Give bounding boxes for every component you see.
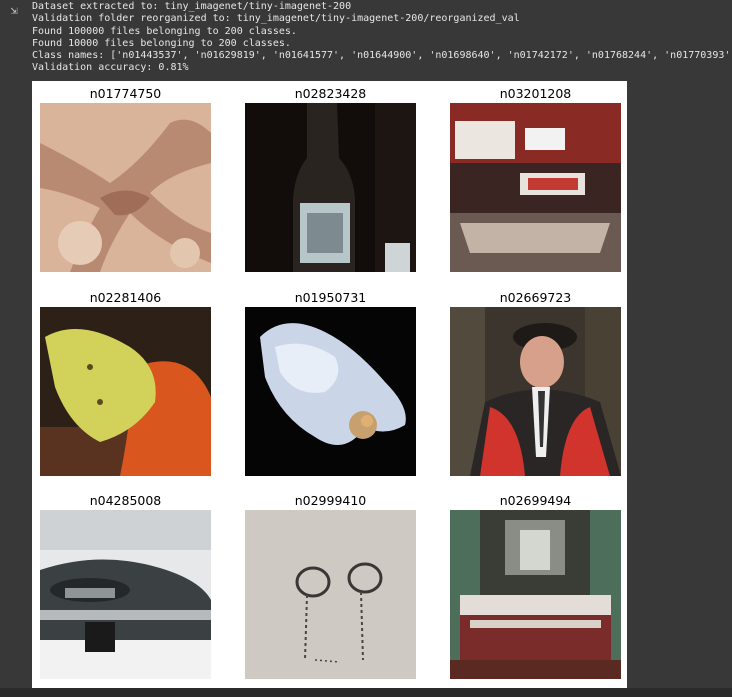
output-scroll-edge — [0, 688, 732, 697]
image-cell: n04285008 — [40, 492, 211, 679]
image-academic-gown — [450, 307, 621, 476]
image-cell: n02999410 — [245, 492, 416, 679]
log-line: Dataset extracted to: tiny_imagenet/tiny… — [32, 1, 352, 12]
log-line: Validation accuracy: 0.81% — [32, 62, 189, 74]
image-shop-sign — [450, 103, 621, 272]
image-title: n04285008 — [89, 493, 162, 508]
image-grid-figure: n01774750 n02823428 — [32, 81, 627, 688]
image-sports-car — [40, 510, 211, 679]
image-cell: n02669723 — [450, 289, 621, 476]
image-keyrings — [245, 510, 416, 679]
image-butterfly — [40, 307, 211, 476]
image-title: n02281406 — [89, 290, 162, 305]
log-line: Validation folder reorganized to: tiny_i… — [32, 13, 520, 25]
log-line: Found 100000 files belonging to 200 clas… — [32, 25, 297, 37]
image-cell: n02823428 — [245, 85, 416, 272]
image-cell: n02281406 — [40, 289, 211, 476]
image-sea-slug — [245, 307, 416, 476]
image-title: n02699494 — [499, 493, 572, 508]
image-cell: n01950731 — [245, 289, 416, 476]
image-bottle — [245, 103, 416, 272]
image-cell: n02699494 — [450, 492, 621, 679]
image-cell: n03201208 — [450, 85, 621, 272]
image-title: n02999410 — [294, 493, 367, 508]
image-cell: n01774750 — [40, 85, 211, 272]
log-line: Class names: ['n01443537', 'n01629819', … — [32, 50, 732, 62]
image-title: n02823428 — [294, 86, 367, 101]
image-title: n01950731 — [294, 290, 367, 305]
log-line: Found 10000 files belonging to 200 class… — [32, 37, 291, 49]
image-altar — [450, 510, 621, 679]
image-starfish-pattern — [40, 103, 211, 272]
output-log: Dataset extracted to: tiny_imagenet/tiny… — [32, 1, 732, 75]
image-title: n02669723 — [499, 290, 572, 305]
image-title: n03201208 — [499, 86, 572, 101]
image-title: n01774750 — [89, 86, 162, 101]
output-toggle-icon[interactable]: ⇲ — [10, 3, 18, 17]
